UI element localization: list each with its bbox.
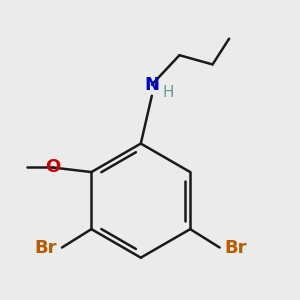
Text: H: H	[163, 85, 174, 100]
Text: Br: Br	[35, 238, 57, 256]
Text: O: O	[45, 158, 60, 176]
Text: Br: Br	[224, 238, 247, 256]
Text: N: N	[144, 76, 159, 94]
